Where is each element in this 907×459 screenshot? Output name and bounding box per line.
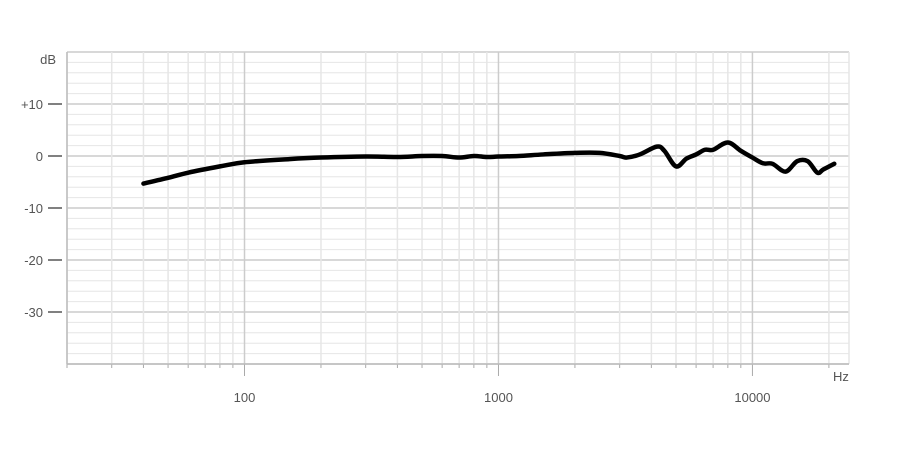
grid: [66, 51, 850, 365]
tick-labels: +10 0 -10 -20 -30 100 1000 10000: [21, 97, 771, 405]
x-tick-label: 10000: [734, 390, 770, 405]
y-tick-label: -20: [24, 253, 43, 268]
y-tick-label: -10: [24, 201, 43, 216]
series-line: [141, 140, 837, 186]
x-axis-label: Hz: [833, 369, 849, 384]
y-tick-label: +10: [21, 97, 43, 112]
y-tick-label: -30: [24, 305, 43, 320]
y-tick-label: 0: [36, 149, 43, 164]
x-tick-label: 1000: [484, 390, 513, 405]
axes: [48, 52, 849, 376]
x-tick-label: 100: [234, 390, 256, 405]
y-axis-label: dB: [40, 52, 56, 67]
